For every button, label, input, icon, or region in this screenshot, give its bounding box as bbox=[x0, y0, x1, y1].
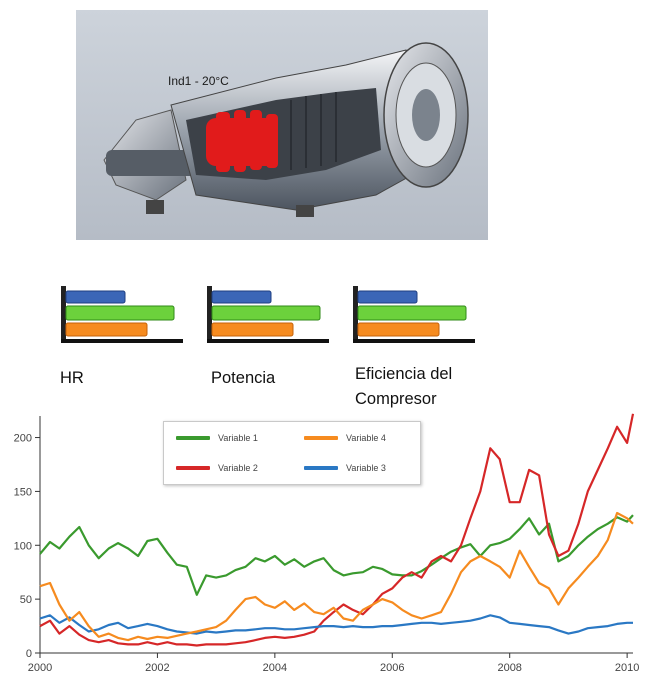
kpi-hr-chart bbox=[58, 283, 198, 345]
x-tick-label: 2006 bbox=[380, 662, 404, 674]
kpi-bar-orange bbox=[65, 322, 148, 337]
gas-turbine-illustration bbox=[103, 42, 469, 217]
chart-legend: Variable 1 Variable 4 Variable 2 Variabl… bbox=[163, 421, 421, 485]
y-tick-label: 50 bbox=[20, 594, 32, 606]
legend-swatch bbox=[176, 436, 210, 440]
line-chart: 0 50 100 150 200 2000 2002 2004 2006 2008 2010 bbox=[14, 413, 639, 674]
legend-label: Variable 4 bbox=[346, 433, 386, 443]
kpi-bar-green bbox=[211, 305, 321, 321]
turbine-image: Ind1 - 20°C bbox=[76, 10, 488, 240]
series-line-variable-3 bbox=[39, 614, 633, 635]
legend-label: Variable 2 bbox=[218, 463, 258, 473]
x-tick-label: 2008 bbox=[497, 662, 521, 674]
x-tick-label: 2002 bbox=[145, 662, 169, 674]
kpi-label-potencia: Potencia bbox=[211, 369, 276, 387]
kpi-bar-green bbox=[65, 305, 175, 321]
kpi-bar-orange bbox=[357, 322, 440, 337]
series-line-variable-2 bbox=[39, 413, 635, 647]
kpi-bar-blue bbox=[65, 290, 126, 304]
y-tick-label: 150 bbox=[14, 486, 32, 498]
kpi-bar-blue bbox=[211, 290, 272, 304]
series-line-variable-4 bbox=[39, 511, 634, 642]
x-tick-label: 2004 bbox=[263, 662, 287, 674]
kpi-bar-orange bbox=[211, 322, 294, 337]
kpi-potencia-chart bbox=[204, 283, 344, 345]
y-tick-label: 100 bbox=[14, 540, 32, 552]
legend-label: Variable 3 bbox=[346, 463, 386, 473]
kpi-label-eficiencia: Eficiencia del Compresor bbox=[355, 365, 453, 408]
kpi-bar-blue bbox=[357, 290, 418, 304]
kpi-bar-green bbox=[357, 305, 467, 321]
kpi-label-hr: HR bbox=[60, 369, 84, 387]
legend-swatch bbox=[304, 466, 338, 470]
legend-swatch bbox=[176, 466, 210, 470]
y-tick-label: 0 bbox=[26, 648, 32, 660]
turbine-caption: Ind1 - 20°C bbox=[168, 74, 229, 88]
legend-swatch bbox=[304, 436, 338, 440]
x-tick-label: 2000 bbox=[28, 662, 52, 674]
legend-label: Variable 1 bbox=[218, 433, 258, 443]
kpi-eficiencia-chart bbox=[350, 283, 490, 345]
series-line-variable-1 bbox=[39, 514, 634, 596]
y-tick-label: 200 bbox=[14, 433, 32, 445]
x-tick-label: 2010 bbox=[615, 662, 639, 674]
